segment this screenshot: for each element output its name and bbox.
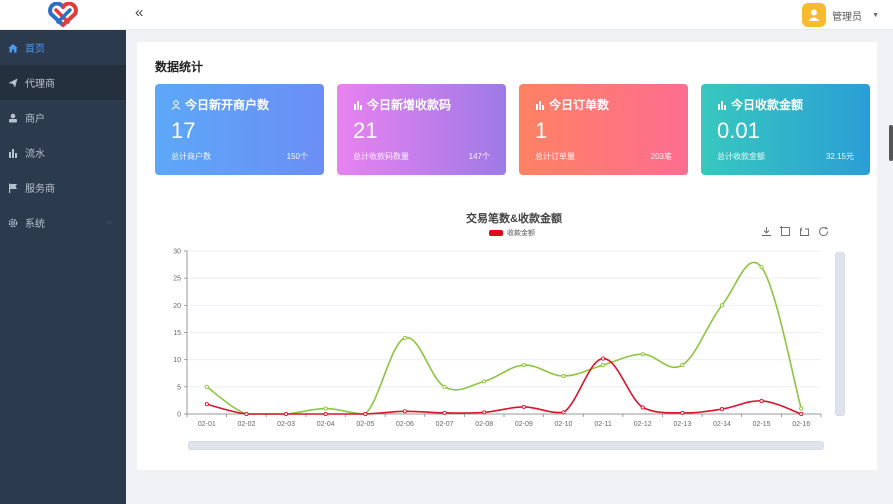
- bar-chart-icon: [7, 147, 19, 159]
- card-value: 17: [171, 118, 196, 143]
- svg-text:02-10: 02-10: [554, 421, 572, 428]
- card-value: 0.01: [717, 118, 760, 143]
- svg-text:20: 20: [173, 303, 181, 310]
- flag-icon: [7, 182, 19, 194]
- card-value: 21: [353, 118, 378, 143]
- svg-text:15: 15: [173, 330, 181, 337]
- gear-icon: [7, 217, 19, 229]
- svg-text:25: 25: [173, 276, 181, 283]
- series-line: [206, 261, 802, 415]
- chart-title: 交易笔数&收款金额: [466, 213, 562, 225]
- svg-text:02-05: 02-05: [356, 421, 374, 428]
- user-icon: [171, 99, 181, 110]
- chart-toolbox: [761, 226, 829, 237]
- chevron-down-icon: ⌵: [105, 217, 112, 226]
- top-bar: « 管理员 ▼: [0, 0, 893, 30]
- legend-label: 收款金额: [507, 230, 535, 237]
- double-chevron-left-icon: «: [135, 4, 144, 21]
- card-title: 今日新增收款码: [367, 98, 452, 112]
- card-foot-value: 147个: [468, 152, 490, 161]
- svg-text:02-06: 02-06: [396, 421, 414, 428]
- card-foot-label: 总计收款码数量: [353, 152, 409, 161]
- stat-card-orders: 今日订单数 1 总计订单量 203笔: [519, 84, 688, 175]
- sidebar-item-system[interactable]: 系统 ⌵: [0, 205, 126, 240]
- legend-swatch: [489, 230, 503, 236]
- collapse-sidebar-button[interactable]: «: [135, 5, 143, 21]
- card-foot-label: 总计收款金额: [717, 152, 765, 161]
- stat-card-new-merchants: 今日新开商户数 17 总计商户数 150个: [155, 84, 324, 175]
- card-title: 今日收款金额: [731, 98, 804, 112]
- svg-text:02-03: 02-03: [277, 421, 295, 428]
- download-icon[interactable]: [761, 226, 772, 237]
- page-title: 数据统计: [155, 60, 204, 74]
- sidebar-item-home[interactable]: 首页: [0, 30, 126, 65]
- zoom-reset-icon[interactable]: [799, 226, 810, 237]
- sidebar-item-label: 商户: [25, 114, 45, 125]
- user-avatar-icon: [808, 9, 820, 21]
- svg-text:02-16: 02-16: [792, 421, 810, 428]
- svg-text:10: 10: [173, 357, 181, 364]
- zoom-select-icon[interactable]: [780, 226, 791, 237]
- svg-text:02-15: 02-15: [753, 421, 771, 428]
- sidebar-item-label: 系统: [25, 219, 45, 230]
- sidebar-item-label: 流水: [25, 149, 45, 160]
- user-icon: [7, 112, 19, 124]
- horizontal-datazoom-slider[interactable]: [188, 441, 824, 450]
- bar-chart-icon: [354, 100, 362, 110]
- sidebar-item-agent[interactable]: 代理商: [0, 65, 126, 100]
- sidebar-item-label: 首页: [25, 44, 45, 55]
- card-foot-value: 32.15元: [825, 152, 854, 161]
- svg-text:30: 30: [173, 249, 181, 256]
- sidebar-item-flow[interactable]: 流水: [0, 135, 126, 170]
- card-foot-label: 总计订单量: [535, 152, 575, 161]
- svg-text:0: 0: [177, 412, 181, 419]
- svg-text:02-07: 02-07: [436, 421, 454, 428]
- sidebar-item-merchant[interactable]: 商户: [0, 100, 126, 135]
- card-title: 今日新开商户数: [185, 98, 270, 112]
- logo[interactable]: [0, 0, 126, 30]
- svg-text:5: 5: [177, 384, 181, 391]
- vertical-datazoom-slider[interactable]: [835, 252, 845, 416]
- sidebar-item-label: 代理商: [25, 79, 55, 90]
- svg-text:02-08: 02-08: [475, 421, 493, 428]
- svg-text:02-09: 02-09: [515, 421, 533, 428]
- avatar[interactable]: [802, 3, 827, 27]
- sidebar-item-label: 服务商: [25, 184, 55, 195]
- send-icon: [7, 77, 19, 89]
- dashboard-panel: 数据统计 今日新开商户数 17 总计商户数 150个 今日新增收款码 21 总计…: [137, 42, 877, 470]
- stat-card-new-qrcodes: 今日新增收款码 21 总计收款码数量 147个: [337, 84, 506, 175]
- card-foot-label: 总计商户数: [171, 152, 211, 161]
- refresh-icon[interactable]: [818, 226, 829, 237]
- bar-chart-icon: [536, 100, 544, 110]
- sidebar: 首页 代理商 商户 流水 服务商 系统 ⌵: [0, 30, 126, 504]
- home-icon: [7, 42, 19, 54]
- svg-text:02-12: 02-12: [634, 421, 652, 428]
- series-line: [206, 357, 802, 415]
- card-foot-value: 150个: [286, 152, 308, 161]
- svg-text:02-02: 02-02: [237, 421, 255, 428]
- line-chart[interactable]: 0 5 10 15 20 25 30 02-01 02-02 02-03 02-04 02-05 02-…: [137, 42, 877, 470]
- bar-chart-icon: [718, 100, 726, 110]
- svg-text:02-01: 02-01: [198, 421, 216, 428]
- card-value: 1: [535, 118, 548, 143]
- chart-legend[interactable]: 收款金额: [489, 228, 535, 238]
- user-menu[interactable]: 管理员 ▼: [802, 3, 879, 27]
- card-title: 今日订单数: [549, 98, 610, 112]
- user-name: 管理员: [832, 11, 863, 23]
- card-foot-value: 203笔: [650, 152, 672, 161]
- logo-icon: [48, 2, 78, 27]
- stat-card-collection-amount: 今日收款金额 0.01 总计收款金额 32.15元: [701, 84, 870, 175]
- sidebar-item-provider[interactable]: 服务商: [0, 170, 126, 205]
- svg-text:02-14: 02-14: [713, 421, 731, 428]
- svg-text:02-13: 02-13: [673, 421, 691, 428]
- page-scrollbar[interactable]: [889, 125, 893, 161]
- svg-text:02-04: 02-04: [317, 421, 335, 428]
- svg-text:02-11: 02-11: [594, 421, 611, 428]
- caret-down-icon: ▼: [872, 11, 879, 19]
